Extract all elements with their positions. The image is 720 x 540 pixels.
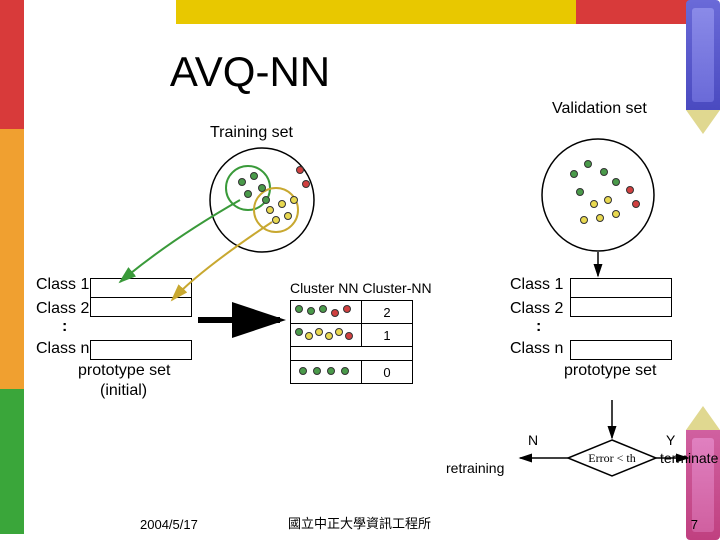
data-dot — [238, 178, 246, 186]
diagram-overlay: Error < th — [0, 0, 720, 540]
slide: AVQ-NN Training set Validation set Class… — [0, 0, 720, 540]
green-arrow — [120, 200, 240, 282]
decision-text: Error < th — [588, 451, 635, 465]
data-dot — [570, 170, 578, 178]
validation-circle — [542, 139, 654, 251]
data-dot — [258, 184, 266, 192]
data-dot — [576, 188, 584, 196]
data-dot — [626, 186, 634, 194]
data-dot — [632, 200, 640, 208]
data-dot — [244, 190, 252, 198]
data-dot — [302, 180, 310, 188]
data-dot — [612, 178, 620, 186]
data-dot — [584, 160, 592, 168]
data-dot — [596, 214, 604, 222]
data-dot — [278, 200, 286, 208]
data-dot — [600, 168, 608, 176]
data-dot — [266, 206, 274, 214]
data-dot — [262, 196, 270, 204]
data-dot — [296, 166, 304, 174]
data-dot — [250, 172, 258, 180]
data-dot — [284, 212, 292, 220]
data-dot — [604, 196, 612, 204]
data-dot — [590, 200, 598, 208]
data-dot — [612, 210, 620, 218]
sub-circle-gold — [254, 188, 298, 232]
data-dot — [290, 196, 298, 204]
data-dot — [272, 216, 280, 224]
data-dot — [580, 216, 588, 224]
